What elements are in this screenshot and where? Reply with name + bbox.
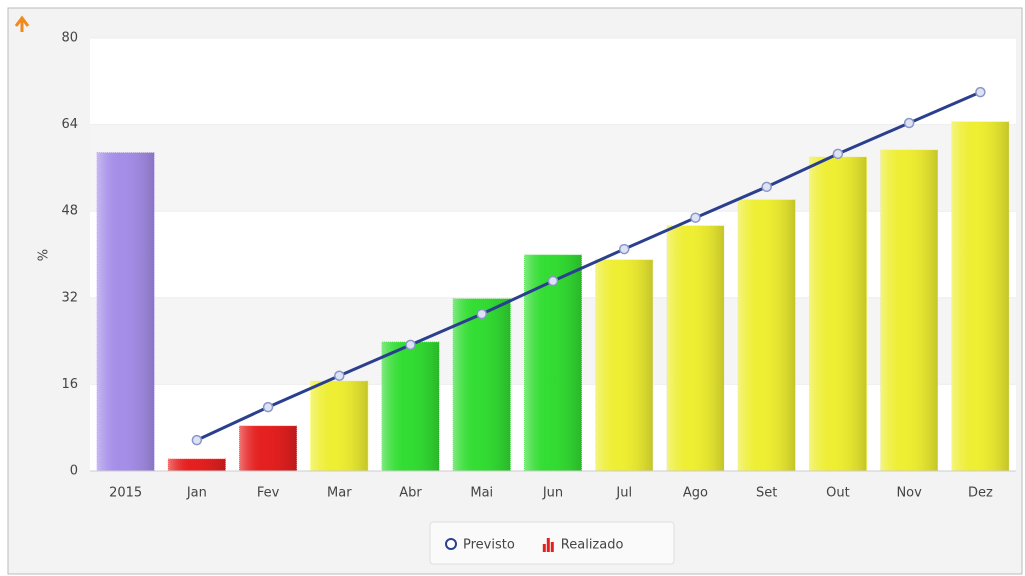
- y-tick-label: 16: [61, 377, 78, 392]
- y-tick-label: 32: [61, 290, 78, 305]
- line-marker: [405, 339, 416, 351]
- legend-icon: [445, 538, 457, 550]
- x-tick-label: Jun: [542, 486, 563, 501]
- bar-shade: [382, 342, 440, 471]
- bar-shade: [524, 255, 582, 471]
- x-tick-label: Mar: [327, 486, 352, 501]
- x-tick-label: Fev: [257, 486, 280, 501]
- y-tick-label: 64: [61, 117, 78, 132]
- line-marker: [618, 243, 630, 255]
- arrow-icon: [14, 15, 30, 32]
- x-tick-label: Out: [826, 486, 850, 501]
- legend-icon: [550, 542, 554, 552]
- line-marker: [476, 308, 488, 320]
- legend-label: Previsto: [463, 538, 515, 553]
- y-axis-label: %: [37, 249, 52, 261]
- line-marker: [334, 370, 345, 381]
- line: [196, 90, 981, 442]
- line-marker: [191, 434, 203, 446]
- x-tick-label: 2015: [109, 486, 142, 501]
- bar-shade: [595, 259, 653, 471]
- x-tick-label: Jan: [186, 486, 207, 501]
- y-tick-label: 80: [61, 31, 78, 46]
- line-marker: [903, 117, 915, 129]
- legend-icon: [546, 538, 550, 552]
- x-tick-label: Jul: [615, 486, 632, 501]
- line-marker: [547, 275, 559, 287]
- legend-label: Realizado: [561, 538, 624, 553]
- line-marker: [262, 401, 274, 413]
- line-marker: [975, 86, 986, 98]
- bar-shade: [738, 199, 796, 472]
- bar-shade: [453, 298, 511, 471]
- bar-shade: [239, 426, 297, 471]
- line-marker: [832, 148, 844, 160]
- x-tick-label: Dez: [968, 486, 993, 501]
- x-tick-label: Mai: [470, 486, 493, 501]
- y-tick-label: 0: [70, 464, 78, 479]
- line-marker: [690, 212, 701, 223]
- bar-shade: [168, 459, 226, 471]
- bar-shade: [809, 157, 867, 471]
- x-tick-label: Nov: [896, 486, 922, 501]
- bar-shade: [880, 150, 938, 471]
- x-tick-label: Set: [756, 486, 777, 501]
- y-tick-label: 48: [61, 204, 78, 219]
- bar-shade: [666, 225, 724, 471]
- bar-shade: [97, 152, 155, 471]
- bar-shade: [951, 121, 1009, 472]
- line-marker: [761, 181, 772, 193]
- x-tick-label: Abr: [399, 486, 422, 501]
- bar-shade: [310, 381, 368, 471]
- legend-icon: [542, 544, 546, 552]
- x-tick-label: Ago: [683, 486, 708, 501]
